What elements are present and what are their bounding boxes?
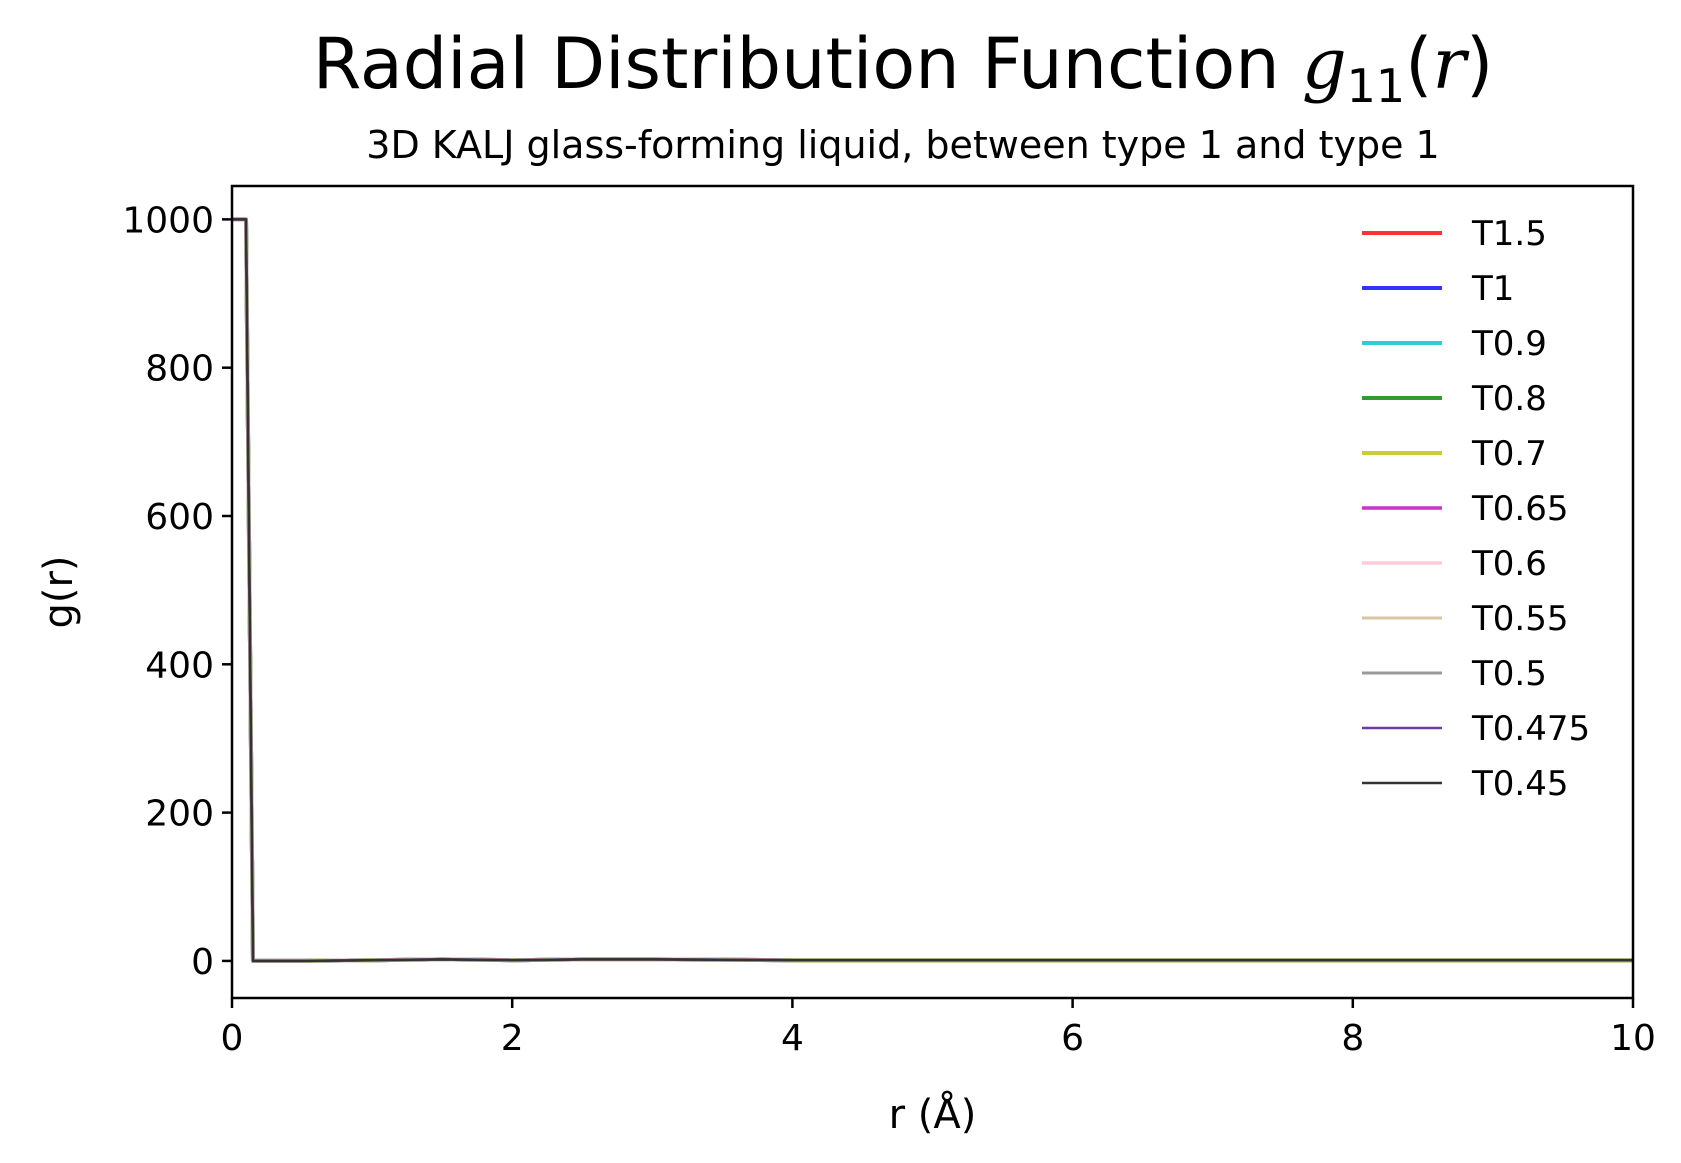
legend-item: T0.7 <box>1362 434 1547 474</box>
y-tick-label: 1000 <box>122 200 214 241</box>
legend-label: T0.7 <box>1471 434 1547 474</box>
series-line-t1 <box>232 217 1633 963</box>
series-line-t0-8 <box>232 217 1633 963</box>
legend-label: T0.55 <box>1471 599 1568 639</box>
series-line-t0-65 <box>232 217 1633 963</box>
series-line-t0-6 <box>232 217 1633 963</box>
y-tick-label: 800 <box>145 349 214 390</box>
legend-label: T0.5 <box>1471 654 1547 694</box>
title-math-arg: r <box>1432 23 1469 105</box>
x-axis-ticks: 0 2 4 6 8 10 <box>221 998 1656 1059</box>
legend-item: T0.6 <box>1362 544 1547 584</box>
legend-label: T0.65 <box>1471 489 1568 529</box>
legend-label: T0.8 <box>1471 379 1547 419</box>
legend-label: T0.6 <box>1471 544 1547 584</box>
legend-label: T1.5 <box>1471 214 1547 254</box>
series-line-t0-5 <box>232 217 1633 963</box>
series-lines <box>232 217 1633 963</box>
x-axis-label: r (Å) <box>889 1090 977 1138</box>
legend-item: T0.475 <box>1362 709 1590 749</box>
legend-label: T0.45 <box>1471 764 1568 804</box>
x-tick-label: 4 <box>781 1018 804 1059</box>
title-math-symbol: g <box>1302 23 1347 105</box>
y-tick-label: 400 <box>145 645 214 686</box>
legend-item: T1.5 <box>1362 214 1547 254</box>
y-axis-ticks: 0 200 400 600 800 1000 <box>122 200 232 983</box>
legend-label: T0.9 <box>1471 324 1547 364</box>
series-line-t0-55 <box>232 217 1633 963</box>
legend-item: T0.45 <box>1362 764 1568 804</box>
legend-item: T0.55 <box>1362 599 1568 639</box>
legend-item: T0.8 <box>1362 379 1547 419</box>
x-tick-label: 10 <box>1610 1018 1656 1059</box>
legend-item: T0.9 <box>1362 324 1547 364</box>
x-tick-label: 2 <box>501 1018 524 1059</box>
series-line-t0-9 <box>232 217 1633 963</box>
chart-title-text: Radial Distribution Function <box>313 23 1302 105</box>
title-math-close-paren: ) <box>1466 23 1493 105</box>
y-tick-label: 200 <box>145 794 214 835</box>
plot-frame <box>230 184 1635 1000</box>
chart-subtitle: 3D KALJ glass-forming liquid, between ty… <box>366 123 1439 167</box>
x-tick-label: 8 <box>1341 1018 1364 1059</box>
chart-title: Radial Distribution Function g11(r) <box>313 23 1494 113</box>
legend-label: T1 <box>1471 269 1514 309</box>
title-math-subscript: 11 <box>1347 59 1406 113</box>
y-axis-label: g(r) <box>36 555 82 628</box>
legend-item: T0.5 <box>1362 654 1547 694</box>
legend: T1.5 T1 T0.9 T0.8 T0.7 T0.65 T0.6 T0.55 T0.5 T0.4… <box>1362 214 1590 804</box>
title-math-open-paren: ( <box>1405 23 1432 105</box>
x-tick-label: 0 <box>221 1018 244 1059</box>
y-tick-label: 600 <box>145 497 214 538</box>
series-line-t1-5 <box>232 217 1633 963</box>
y-tick-label: 0 <box>191 942 214 983</box>
series-line-t0-7 <box>232 217 1633 963</box>
legend-label: T0.475 <box>1471 709 1590 749</box>
legend-item: T0.65 <box>1362 489 1568 529</box>
legend-item: T1 <box>1362 269 1514 309</box>
x-tick-label: 6 <box>1061 1018 1084 1059</box>
series-line-t0-45 <box>232 218 1633 963</box>
series-line-t0-475 <box>232 218 1633 963</box>
